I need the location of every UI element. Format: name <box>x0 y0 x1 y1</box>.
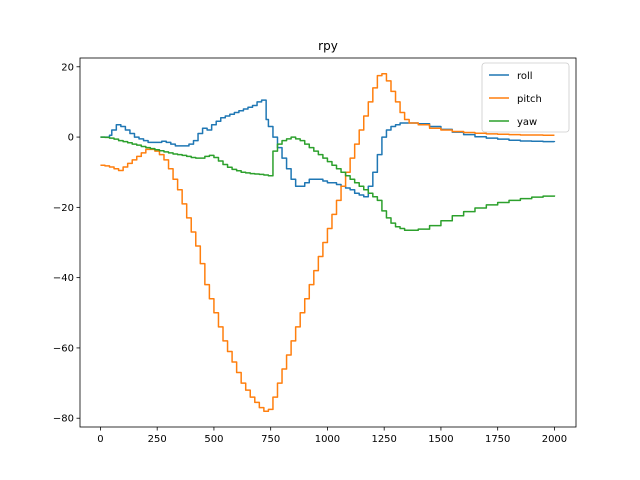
y-tick-label: 20 <box>61 62 74 73</box>
plot-lines <box>100 73 556 412</box>
x-axis: 0 250 500 750 1000 1250 1500 1750 2000 <box>97 427 567 445</box>
x-tick-label: 2000 <box>542 434 567 445</box>
y-axis: −80 −60 −40 −20 0 20 <box>53 62 80 425</box>
y-tick-label: −20 <box>53 203 74 214</box>
y-tick-label: −40 <box>53 273 74 284</box>
y-tick-label: −80 <box>53 414 74 425</box>
legend: roll pitch yaw <box>481 62 570 133</box>
x-tick-label: 1250 <box>371 434 396 445</box>
x-tick-label: 750 <box>261 434 280 445</box>
legend-box <box>481 62 570 133</box>
x-tick-label: 500 <box>204 434 223 445</box>
legend-label-pitch: pitch <box>517 94 542 105</box>
series-line-pitch <box>100 73 555 412</box>
x-tick-label: 250 <box>148 434 167 445</box>
axes-frame <box>79 57 577 428</box>
series-line-yaw <box>100 136 556 231</box>
y-tick-label: 0 <box>68 133 74 144</box>
x-tick-label: 1000 <box>315 434 340 445</box>
x-tick-label: 0 <box>97 434 103 445</box>
legend-label-roll: roll <box>517 71 533 82</box>
y-tick-label: −60 <box>53 343 74 354</box>
axes-spines <box>79 57 577 428</box>
x-tick-label: 1750 <box>485 434 510 445</box>
x-tick-label: 1500 <box>428 434 453 445</box>
legend-label-yaw: yaw <box>517 117 537 128</box>
chart-title: rpy <box>318 39 338 53</box>
